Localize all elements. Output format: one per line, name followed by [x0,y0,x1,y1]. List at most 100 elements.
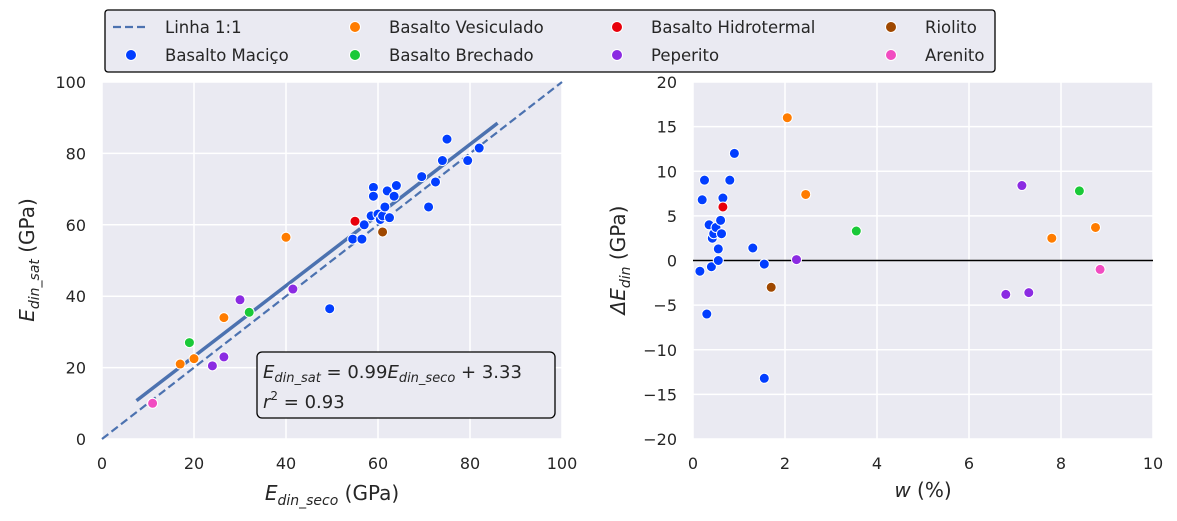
left-y-tick-label: 0 [76,430,86,449]
left-point-macico [462,155,474,167]
right-chart: 0 2 4 6 8 10 −20 −15 −10 −5 0 5 10 15 20 w (%) ΔEdin … [606,73,1163,502]
left-point-macico [379,201,391,213]
right-xlabel-base: w [894,478,911,502]
r2-tail: = 0.93 [278,392,345,413]
left-chart-y-ticks: 0 20 40 60 80 100 [55,73,86,449]
right-x-axis-label: w (%) [894,478,951,502]
left-point-peperito [234,294,246,306]
right-point-macico [712,243,724,255]
left-point-peperito [218,351,230,363]
left-point-macico [324,303,336,315]
regression-equation: Edin_sat = 0.99Edin_seco + 3.33 [263,362,522,386]
left-x-tick-label: 80 [460,454,480,473]
eq-lhs-base: E [263,362,275,383]
eq-tail: + 3.33 [455,362,522,383]
eq-rhs-base: E [387,362,399,383]
regression-annotation: Edin_sat = 0.99Edin_seco + 3.33 r2 = 0.9… [256,351,556,419]
left-point-macico [358,219,370,231]
right-point-peperito [1023,287,1035,299]
left-point-riolito [377,226,389,238]
right-point-macico [758,258,770,270]
legend-label: Peperito [651,46,719,65]
left-xlabel-suffix: (GPa) [338,481,399,505]
right-point-vesiculado [1046,232,1058,244]
left-point-vesiculado [280,231,292,243]
legend-swatch-hidrotermal [611,21,623,33]
right-point-macico [701,308,713,320]
left-point-macico [388,190,400,202]
right-chart-y-ticks: −20 −15 −10 −5 0 5 10 15 20 [643,73,677,449]
r-squared: r2 = 0.93 [263,389,345,413]
right-y-tick-label: −20 [643,430,677,449]
left-point-vesiculado [188,353,200,365]
legend-item-peperito: Peperito [611,46,719,65]
right-x-tick-label: 10 [1143,454,1163,473]
right-y-tick-label: −5 [653,296,677,315]
right-x-tick-label: 0 [688,454,698,473]
left-point-macico [384,212,395,224]
left-xlabel-sub: din_seco [277,493,338,509]
right-point-macico [747,242,759,254]
right-y-tick-label: 20 [657,73,677,92]
right-y-tick-label: 10 [657,162,677,181]
left-y-tick-label: 100 [55,73,86,92]
left-chart: 0 20 40 60 80 100 0 20 40 60 80 100 Edin_sat = 0.9… [15,73,577,509]
right-xlabel-suffix: (%) [911,478,952,502]
right-y-tick-label: −10 [643,341,677,360]
right-ylabel-sub: din [618,266,634,288]
right-y-tick-label: 5 [667,207,677,226]
right-point-vesiculado [800,188,812,200]
left-chart-x-ticks: 0 20 40 60 80 100 [97,454,577,473]
right-point-macico [696,194,708,206]
legend-swatch-vesiculado [349,21,361,33]
legend-box [104,9,996,73]
legend-item-macico: Basalto Maciço [125,46,289,65]
right-y-tick-label: 0 [667,252,677,271]
r2-base: r [263,392,272,413]
right-point-macico [724,174,736,186]
legend-label: Arenito [925,46,984,65]
eq-mid: = 0.99 [321,362,388,383]
left-y-axis-label: Edin_sat (GPa) [15,198,43,322]
legend-swatch-riolito [885,21,897,33]
right-x-tick-label: 8 [1056,454,1066,473]
legend: Linha 1:1 Basalto Maciço Basalto Vesiculad… [104,9,996,73]
right-point-macico [705,261,717,273]
r2-sup: 2 [270,389,278,403]
legend-item-brechado: Basalto Brechado [349,46,534,65]
identity-line [101,81,563,440]
left-point-macico [441,133,453,145]
left-point-macico [367,190,379,202]
legend-item-line: Linha 1:1 [113,18,242,37]
right-point-hidrotermal [717,201,729,213]
legend-label: Basalto Vesiculado [389,18,544,37]
right-point-brechado [850,225,862,237]
left-point-hidrotermal [349,215,361,227]
left-point-brechado [243,306,255,318]
legend-swatch-peperito [611,49,623,61]
left-point-macico [473,142,485,154]
left-point-macico [416,171,428,183]
right-point-macico [716,228,728,240]
left-point-macico [436,155,448,167]
legend-item-vesiculado: Basalto Vesiculado [349,18,544,37]
left-point-macico [423,201,435,213]
right-x-tick-label: 4 [872,454,882,473]
legend-label: Linha 1:1 [165,18,242,37]
right-y-axis-label: ΔEdin (GPa) [606,206,634,317]
eq-rhs-sub: din_seco [399,371,456,386]
right-point-peperito [1016,180,1028,192]
legend-item-arenito: Arenito [885,46,984,65]
legend-item-hidrotermal: Basalto Hidrotermal [611,18,815,37]
left-x-tick-label: 60 [368,454,388,473]
left-y-tick-label: 20 [66,359,86,378]
legend-label: Basalto Brechado [389,46,534,65]
legend-swatch-arenito [885,49,897,61]
right-point-vesiculado [781,112,793,124]
right-chart-points [694,112,1106,384]
right-point-macico [758,372,770,384]
left-point-vesiculado [174,358,186,370]
left-xlabel-base: E [265,481,278,505]
